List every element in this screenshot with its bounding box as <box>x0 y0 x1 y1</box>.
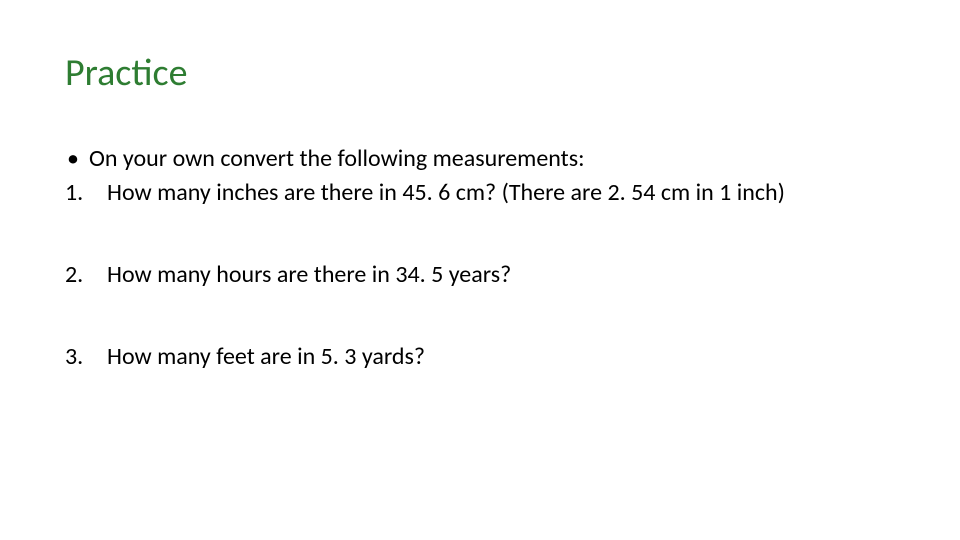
slide-body: • On your own convert the following meas… <box>65 144 895 372</box>
list-item: 2. How many hours are there in 34. 5 yea… <box>65 260 895 290</box>
item-number: 1. <box>65 178 107 208</box>
slide-title: Practice <box>65 50 895 96</box>
list-item: 3. How many feet are in 5. 3 yards? <box>65 342 895 372</box>
bullet-icon: • <box>65 144 89 174</box>
item-text: How many feet are in 5. 3 yards? <box>107 342 895 372</box>
item-text: How many inches are there in 45. 6 cm? (… <box>107 178 895 208</box>
list-item: 1. How many inches are there in 45. 6 cm… <box>65 178 895 208</box>
item-text: How many hours are there in 34. 5 years? <box>107 260 895 290</box>
slide: Practice • On your own convert the follo… <box>0 0 960 540</box>
intro-row: • On your own convert the following meas… <box>65 144 895 174</box>
item-number: 3. <box>65 342 107 372</box>
intro-text: On your own convert the following measur… <box>89 144 895 174</box>
item-number: 2. <box>65 260 107 290</box>
